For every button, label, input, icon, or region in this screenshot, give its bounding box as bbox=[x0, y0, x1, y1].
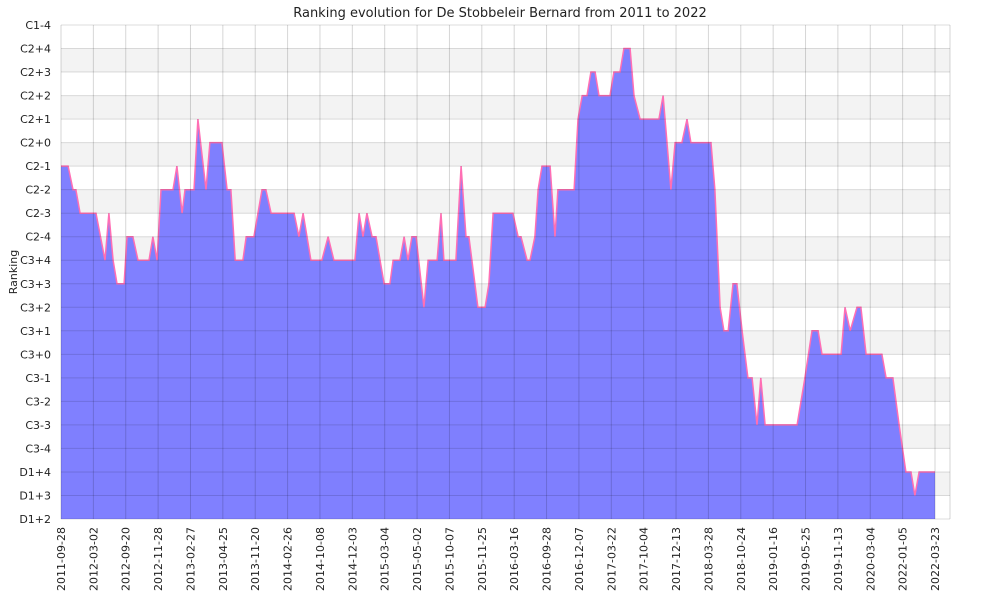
x-tick-label: 2015-03-04 bbox=[379, 527, 392, 591]
y-tick-label: C3+0 bbox=[20, 348, 51, 361]
y-tick-label: C3-1 bbox=[25, 372, 51, 385]
y-axis-ticks: D1+2 D1+3 D1+4 C3-4 C3-3 C3-2 C3-1 C3+0 C3+1 C3+2… bbox=[19, 19, 51, 526]
x-axis-ticks: 2011-09-28 2012-03-02 2012-09-20 2012-11-28… bbox=[55, 527, 942, 591]
band bbox=[61, 49, 950, 73]
x-tick-label: 2015-10-07 bbox=[443, 527, 456, 591]
x-tick-label: 2022-01-05 bbox=[897, 527, 910, 591]
x-tick-label: 2016-09-28 bbox=[541, 527, 554, 591]
y-tick-label: D1+4 bbox=[19, 466, 51, 479]
x-tick-label: 2013-11-20 bbox=[249, 527, 262, 591]
y-tick-label: C3+3 bbox=[20, 278, 51, 291]
y-tick-label: C2+2 bbox=[20, 90, 51, 103]
x-tick-label: 2019-01-16 bbox=[767, 527, 780, 591]
y-tick-label: C3-4 bbox=[25, 442, 51, 455]
x-tick-label: 2012-11-28 bbox=[152, 527, 165, 591]
x-tick-label: 2016-12-07 bbox=[573, 527, 586, 591]
x-tick-label: 2013-02-27 bbox=[184, 527, 197, 591]
x-tick-label: 2017-10-04 bbox=[638, 527, 651, 591]
y-tick-label: C1-4 bbox=[25, 19, 51, 32]
y-tick-label: C3+2 bbox=[20, 301, 51, 314]
y-tick-label: C2-1 bbox=[25, 160, 51, 173]
y-tick-label: C3+4 bbox=[20, 254, 51, 267]
x-tick-label: 2019-11-13 bbox=[832, 527, 845, 591]
y-tick-label: D1+3 bbox=[19, 489, 51, 502]
x-tick-label: 2022-03-23 bbox=[929, 527, 942, 591]
y-tick-label: C2+1 bbox=[20, 113, 51, 126]
x-tick-label: 2020-03-04 bbox=[864, 527, 877, 591]
x-tick-label: 2013-04-25 bbox=[217, 527, 230, 591]
x-tick-label: 2014-10-08 bbox=[314, 527, 327, 591]
x-tick-label: 2018-03-28 bbox=[702, 527, 715, 591]
x-tick-label: 2014-12-03 bbox=[346, 527, 359, 591]
x-tick-label: 2015-11-25 bbox=[476, 527, 489, 591]
x-tick-label: 2017-12-13 bbox=[670, 527, 683, 591]
x-tick-label: 2012-09-20 bbox=[120, 527, 133, 591]
x-tick-label: 2015-05-02 bbox=[411, 527, 424, 591]
y-tick-label: C2+4 bbox=[20, 43, 51, 56]
y-tick-label: C2+3 bbox=[20, 66, 51, 79]
x-tick-label: 2017-03-22 bbox=[605, 527, 618, 591]
y-tick-label: D1+2 bbox=[19, 513, 51, 526]
y-tick-label: C2-3 bbox=[25, 207, 51, 220]
y-tick-label: C3+1 bbox=[20, 325, 51, 338]
y-tick-label: C2-2 bbox=[25, 184, 51, 197]
chart-title: Ranking evolution for De Stobbeleir Bern… bbox=[293, 6, 707, 21]
y-tick-label: C2-4 bbox=[25, 231, 51, 244]
x-tick-label: 2016-03-16 bbox=[508, 527, 521, 591]
y-axis-label: Ranking bbox=[7, 250, 20, 295]
y-tick-label: C3-2 bbox=[25, 395, 51, 408]
x-tick-label: 2019-05-25 bbox=[800, 527, 813, 591]
x-tick-label: 2011-09-28 bbox=[55, 527, 68, 591]
x-tick-label: 2014-02-26 bbox=[282, 527, 295, 591]
band bbox=[61, 143, 950, 167]
x-tick-label: 2012-03-02 bbox=[87, 527, 100, 591]
y-tick-label: C2+0 bbox=[20, 137, 51, 150]
x-tick-label: 2018-10-24 bbox=[735, 527, 748, 591]
band bbox=[61, 96, 950, 120]
y-tick-label: C3-3 bbox=[25, 419, 51, 432]
